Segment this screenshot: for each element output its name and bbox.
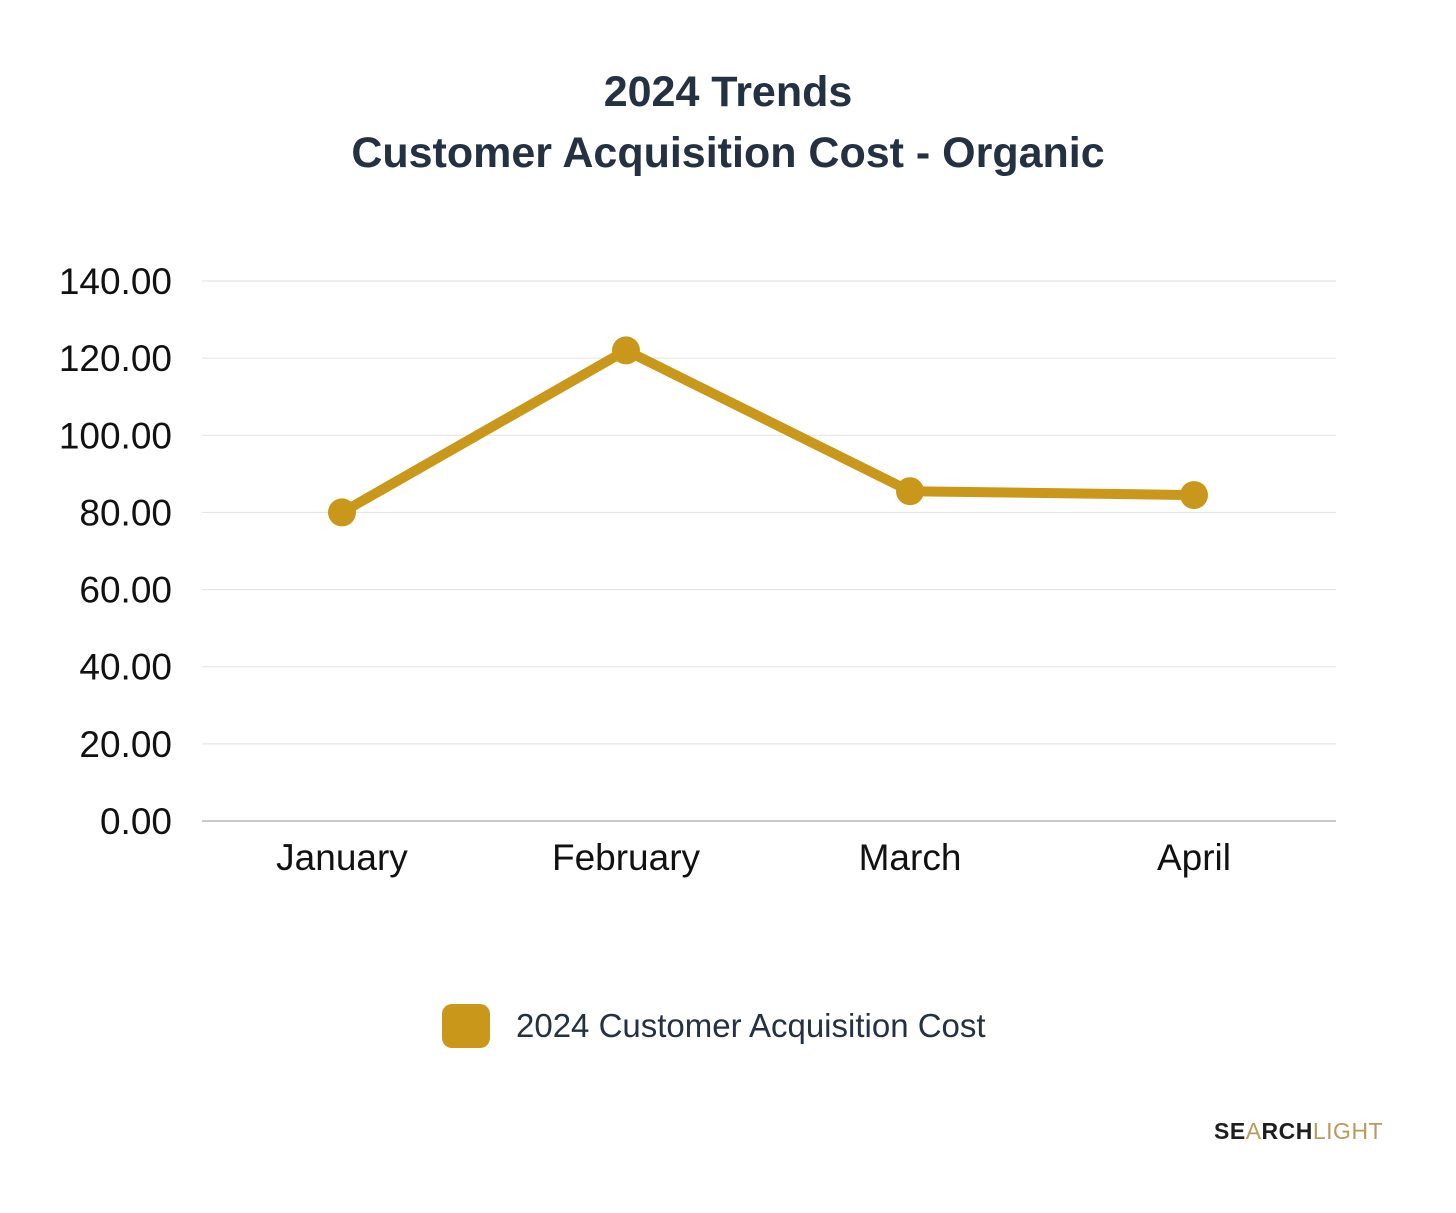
brand-logo: SEARCHLIGHT: [1214, 1118, 1384, 1144]
data-point: [328, 498, 356, 527]
y-tick-label: 100.00: [59, 415, 172, 456]
series-line: [337, 345, 1199, 518]
x-tick-label: January: [276, 837, 408, 878]
y-tick-label: 80.00: [79, 492, 172, 533]
y-tick-label: 60.00: [79, 570, 172, 611]
y-tick-label: 140.00: [59, 261, 172, 302]
y-tick-label: 20.00: [79, 724, 172, 765]
chart-title-line-2: Customer Acquisition Cost - Organic: [351, 129, 1105, 177]
legend: 2024 Customer Acquisition Cost: [442, 1003, 986, 1049]
data-point: [1180, 481, 1208, 510]
y-tick-label: 0.00: [100, 801, 172, 842]
legend-label: 2024 Customer Acquisition Cost: [516, 1007, 986, 1044]
y-tick-label: 40.00: [79, 647, 172, 688]
x-tick-label: March: [859, 837, 962, 878]
x-tick-label: February: [552, 837, 701, 878]
data-point: [612, 336, 640, 365]
y-tick-label: 120.00: [59, 338, 172, 379]
chart-title: 2024 Trends Customer Acquisition Cost - …: [0, 62, 1456, 184]
data-point: [896, 477, 924, 506]
legend-swatch: [442, 1004, 490, 1048]
chart-title-line-1: 2024 Trends: [603, 68, 853, 116]
x-tick-label: April: [1157, 837, 1231, 878]
